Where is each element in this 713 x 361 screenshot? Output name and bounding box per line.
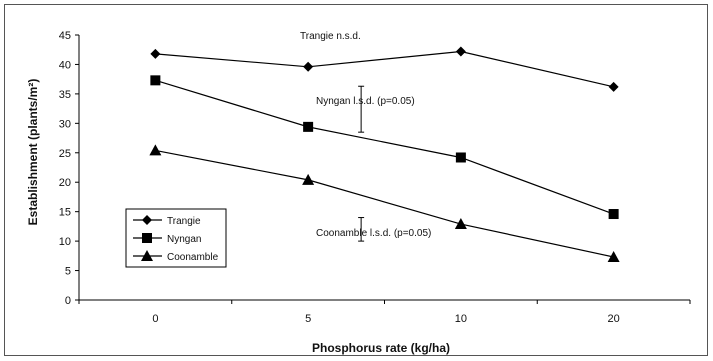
data-point: [150, 75, 161, 86]
y-tick-label: 35: [59, 89, 71, 101]
series-line: [155, 149, 614, 258]
data-point: [303, 61, 314, 72]
data-point: [150, 48, 161, 59]
y-tick-label: 5: [65, 266, 71, 278]
legend-label: Nyngan: [167, 234, 201, 245]
legend-item-nyngan: Nyngan: [133, 233, 201, 245]
legend-item-trangie: Trangie: [133, 215, 201, 227]
x-tick-label: 0: [152, 313, 158, 325]
annotation-coonamble: Coonamble l.s.d. (p=0.05): [316, 228, 431, 239]
lsd-bar-nyngan: [358, 85, 365, 133]
y-tick-label: 30: [59, 118, 71, 130]
data-point: [455, 46, 466, 57]
x-tick-label: 5: [305, 313, 311, 325]
legend: Trangie Nyngan Coonamble: [125, 208, 227, 268]
series-line: [155, 50, 614, 88]
y-tick-label: 40: [59, 59, 71, 71]
y-tick-label: 45: [59, 30, 71, 42]
data-point: [608, 81, 619, 92]
chart-frame: [4, 4, 708, 356]
data-point: [149, 144, 162, 156]
annotation-trangie: Trangie n.s.d.: [300, 31, 361, 42]
legend-label: Trangie: [167, 216, 201, 227]
series-trangie: [150, 46, 619, 92]
legend-marker: [142, 215, 152, 225]
x-axis-ticks: 0 5 10 20: [78, 300, 691, 325]
annotations: Trangie n.s.d. Nyngan l.s.d. (p=0.05) Co…: [300, 31, 431, 242]
y-tick-label: 15: [59, 207, 71, 219]
data-point: [302, 173, 315, 185]
data-point: [303, 121, 314, 132]
legend-item-coonamble: Coonamble: [133, 250, 219, 263]
series-nyngan: [150, 75, 619, 220]
annotation-nyngan: Nyngan l.s.d. (p=0.05): [316, 96, 415, 107]
legend-marker: [142, 233, 152, 243]
series-coonamble: [149, 144, 620, 263]
series-line: [155, 79, 614, 215]
series-layer: [149, 46, 620, 263]
data-point: [607, 251, 620, 263]
data-point: [608, 209, 619, 220]
y-tick-label: 25: [59, 148, 71, 160]
y-axis-title: Establishment (plants/m²): [26, 79, 40, 226]
data-point: [455, 152, 466, 163]
y-tick-label: 20: [59, 177, 71, 189]
legend-marker: [141, 250, 153, 261]
x-tick-label: 20: [608, 313, 620, 325]
legend-label: Coonamble: [167, 252, 219, 263]
x-tick-label: 10: [455, 313, 467, 325]
lsd-bar-coonamble: [358, 217, 365, 242]
x-axis-title: Phosphorus rate (kg/ha): [312, 341, 450, 355]
y-tick-label: 10: [59, 236, 71, 248]
y-tick-label: 0: [65, 295, 71, 307]
y-axis-ticks: 0 5 10 15 20 25 30 35 40 45: [59, 30, 79, 307]
data-point: [454, 218, 467, 230]
